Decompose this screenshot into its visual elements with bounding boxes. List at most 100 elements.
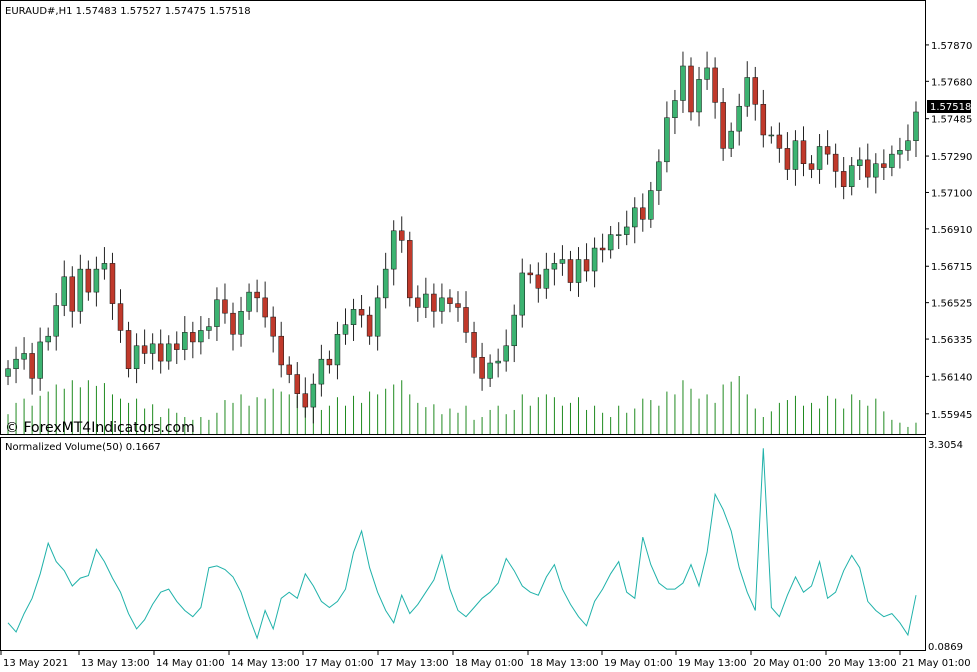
candle-body xyxy=(897,150,903,155)
candle-body xyxy=(736,105,742,132)
candle-body xyxy=(77,268,84,312)
candle xyxy=(270,306,276,353)
price-axis: 1.57870 1.57680 1.57485 1.57290 1.57100 1.569… xyxy=(925,41,972,421)
candle-body xyxy=(101,263,108,270)
candle xyxy=(326,350,333,374)
candle-body xyxy=(407,240,413,299)
candle-body xyxy=(254,291,260,299)
candle xyxy=(800,126,807,177)
candle xyxy=(607,226,614,259)
candle xyxy=(29,342,35,395)
candle-body xyxy=(696,79,702,113)
candle-body xyxy=(350,309,357,325)
candle-body xyxy=(366,314,373,337)
candle xyxy=(511,304,517,363)
candle-body xyxy=(776,134,783,149)
candle-body xyxy=(623,226,630,235)
candle-body xyxy=(487,362,493,379)
volume-histogram xyxy=(7,376,917,434)
candle-body xyxy=(29,353,35,379)
candle-body xyxy=(728,130,734,149)
candle-body xyxy=(656,161,662,191)
candle-body xyxy=(752,77,759,105)
candle-body xyxy=(463,307,469,333)
candle-body xyxy=(390,230,397,270)
candle-body xyxy=(873,163,879,178)
candle xyxy=(848,157,855,196)
candle-body xyxy=(680,65,686,101)
candle xyxy=(471,321,477,374)
candle-body xyxy=(222,299,228,314)
candle-body xyxy=(21,353,27,360)
time-tick-label: 20 May 01:00 xyxy=(753,658,822,669)
time-tick-label: 20 May 13:00 xyxy=(828,658,897,669)
candle xyxy=(310,373,317,424)
candle xyxy=(13,346,19,384)
price-tick-label: 1.57680 xyxy=(931,77,972,88)
candle xyxy=(776,122,783,163)
candle xyxy=(246,283,252,320)
candle xyxy=(278,321,284,378)
candle-body xyxy=(238,311,244,335)
candle xyxy=(495,348,501,378)
candle-body xyxy=(559,259,566,264)
candle-body xyxy=(551,263,558,270)
candle xyxy=(165,335,172,370)
candle xyxy=(688,57,694,121)
candle-body xyxy=(310,383,317,408)
time-tick-label: 14 May 13:00 xyxy=(231,658,300,669)
candle-body xyxy=(61,276,68,306)
candle-body xyxy=(824,146,831,155)
candle xyxy=(760,89,767,148)
candle-body xyxy=(286,364,292,375)
normalized-volume-series xyxy=(7,448,917,640)
candle-body xyxy=(13,358,19,370)
candle xyxy=(648,181,654,228)
candle xyxy=(832,143,839,188)
candle-body xyxy=(382,268,389,299)
candle xyxy=(133,333,140,384)
candle xyxy=(37,327,43,391)
candle-body xyxy=(664,117,670,163)
candle xyxy=(599,233,606,263)
time-tick-label: 13 May 13:00 xyxy=(81,658,150,669)
indicator-pane[interactable] xyxy=(0,437,926,651)
candle-body xyxy=(149,343,156,354)
price-pane[interactable] xyxy=(0,0,926,435)
last-price-label: 1.57518 xyxy=(930,102,971,113)
candle-body xyxy=(302,393,309,408)
candle-body xyxy=(640,207,646,220)
candle-body xyxy=(447,297,453,304)
candle-body xyxy=(865,159,871,178)
candle xyxy=(366,306,373,345)
candle xyxy=(53,293,59,351)
candle xyxy=(238,296,244,347)
candle xyxy=(559,245,566,276)
candle-body xyxy=(109,263,116,304)
candle-body xyxy=(45,335,51,343)
time-tick-label: 17 May 01:00 xyxy=(305,658,374,669)
price-tick-label: 1.55945 xyxy=(931,410,972,421)
candle-body xyxy=(511,314,517,347)
candle xyxy=(656,149,662,205)
price-tick-label: 1.57870 xyxy=(931,41,972,52)
price-tick-label: 1.57100 xyxy=(931,188,972,199)
candle xyxy=(141,329,148,364)
candle-body xyxy=(856,159,863,166)
candle-body xyxy=(632,207,638,228)
candle-body xyxy=(318,358,325,385)
candle-body xyxy=(69,276,76,312)
candle xyxy=(591,237,598,288)
candle-body xyxy=(479,357,485,379)
candle xyxy=(382,252,389,309)
candle xyxy=(390,220,397,286)
candle-body xyxy=(848,165,855,187)
price-tick-label: 1.56140 xyxy=(931,372,972,383)
candle xyxy=(575,247,582,297)
candle xyxy=(423,277,429,318)
candle-body xyxy=(157,343,164,362)
candle xyxy=(198,316,204,355)
candle xyxy=(792,130,799,186)
candle xyxy=(881,149,887,181)
